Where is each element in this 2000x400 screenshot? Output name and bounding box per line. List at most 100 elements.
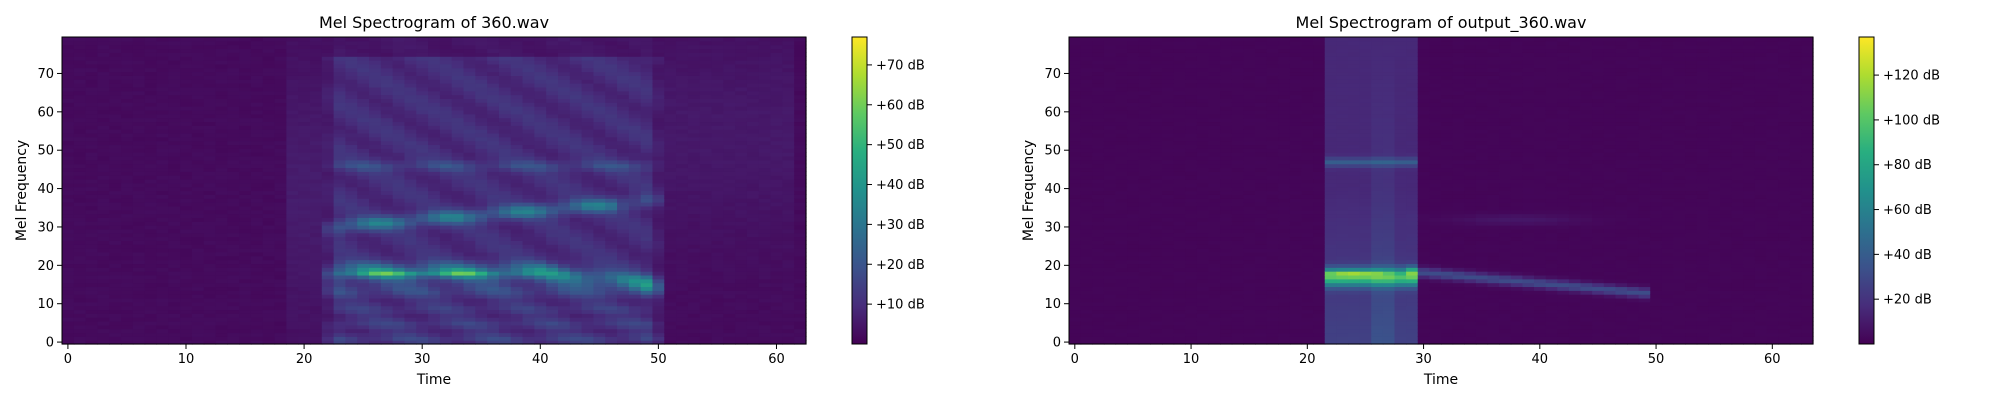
heatmap-cell <box>357 232 370 238</box>
heatmap-cell <box>534 248 547 253</box>
heatmap-cell <box>735 251 748 257</box>
heatmap-cell <box>121 190 134 195</box>
heatmap-cell <box>439 83 453 88</box>
heatmap-cell <box>239 255 252 261</box>
heatmap-cell <box>239 324 252 330</box>
heatmap-cell <box>711 60 724 65</box>
heatmap-cell <box>711 190 724 195</box>
heatmap-cell <box>191 113 205 119</box>
heatmap-cell <box>699 56 713 61</box>
heatmap-cell <box>746 278 760 284</box>
heatmap-cell <box>522 186 535 192</box>
heatmap-cell <box>758 163 772 169</box>
heatmap-cell <box>274 248 287 253</box>
heatmap-cell <box>380 117 394 123</box>
heatmap-cell <box>498 209 512 215</box>
heatmap-cell <box>569 271 583 276</box>
heatmap-cell <box>144 309 158 314</box>
heatmap-cell <box>510 209 524 215</box>
heatmap-cell <box>62 309 75 314</box>
heatmap-cell <box>558 132 571 138</box>
heatmap-cell <box>262 60 276 65</box>
heatmap-cell <box>333 320 347 326</box>
heatmap-cell <box>522 198 535 203</box>
heatmap-cell <box>723 328 736 334</box>
heatmap-cell <box>369 152 382 157</box>
heatmap-cell <box>498 248 512 253</box>
heatmap-cell <box>121 217 134 222</box>
heatmap-cell <box>121 98 134 103</box>
heatmap-cell <box>97 182 110 188</box>
heatmap-cell <box>451 320 465 326</box>
heatmap-cell <box>416 86 429 92</box>
heatmap-cell <box>735 125 748 130</box>
heatmap-cell <box>664 263 677 268</box>
heatmap-cell <box>546 148 559 153</box>
heatmap-cell <box>664 44 677 50</box>
heatmap-cell <box>498 144 512 149</box>
heatmap-cell <box>723 309 736 314</box>
heatmap-cell <box>62 294 75 299</box>
heatmap-cell <box>463 240 476 245</box>
heatmap-cell <box>593 198 606 203</box>
heatmap-cell <box>628 79 642 84</box>
heatmap-cell <box>687 309 701 314</box>
heatmap-cell <box>203 136 217 142</box>
heatmap-cell <box>250 48 264 53</box>
heatmap-cell <box>144 297 158 303</box>
heatmap-cell <box>593 320 606 326</box>
heatmap-cell <box>522 336 535 341</box>
heatmap-cell <box>676 236 689 241</box>
heatmap-cell <box>239 263 252 268</box>
heatmap-cell <box>723 240 736 245</box>
heatmap-cell <box>310 98 323 103</box>
heatmap-cell <box>380 148 394 153</box>
heatmap-cell <box>593 175 606 180</box>
heatmap-cell <box>392 121 406 126</box>
heatmap-cell <box>180 178 193 184</box>
heatmap-cell <box>310 140 323 146</box>
heatmap-cell <box>498 259 512 265</box>
heatmap-cell <box>782 317 795 322</box>
heatmap-cell <box>593 121 606 126</box>
heatmap-cell <box>345 125 358 130</box>
heatmap-cell <box>121 271 134 276</box>
heatmap-cell <box>475 178 488 184</box>
heatmap-cell <box>97 328 110 334</box>
heatmap-cell <box>203 202 217 207</box>
heatmap-cell <box>298 60 311 65</box>
heatmap-cell <box>416 259 429 265</box>
heatmap-cell <box>522 324 535 330</box>
heatmap-cell <box>451 240 465 245</box>
heatmap-cell <box>109 75 122 80</box>
heatmap-cell <box>699 225 713 230</box>
heatmap-cell <box>640 136 654 142</box>
heatmap-cell <box>369 313 382 318</box>
heatmap-cell <box>498 63 512 69</box>
heatmap-cell <box>191 186 205 192</box>
heatmap-cell <box>782 209 795 215</box>
heatmap-cell <box>262 79 276 84</box>
heatmap-cell <box>546 98 559 103</box>
heatmap-cell <box>735 155 748 161</box>
heatmap-cell <box>321 129 335 134</box>
heatmap-cell <box>239 228 252 234</box>
heatmap-cell <box>380 167 394 172</box>
heatmap-cell <box>428 328 441 334</box>
heatmap-cell <box>522 190 535 195</box>
heatmap-cell <box>132 217 146 222</box>
heatmap-cell <box>180 294 193 299</box>
heatmap-cell <box>569 267 583 272</box>
heatmap-cell <box>392 140 406 146</box>
heatmap-cell <box>652 171 665 176</box>
heatmap-cell <box>109 221 122 226</box>
heatmap-cell <box>463 75 476 80</box>
heatmap-cell <box>239 155 252 161</box>
heatmap-cell <box>699 163 713 169</box>
heatmap-cell <box>463 274 476 280</box>
heatmap-cell <box>357 228 370 234</box>
heatmap-cell <box>227 186 240 192</box>
heatmap-cell <box>286 163 299 169</box>
heatmap-cell <box>652 205 665 211</box>
heatmap-cell <box>345 248 358 253</box>
